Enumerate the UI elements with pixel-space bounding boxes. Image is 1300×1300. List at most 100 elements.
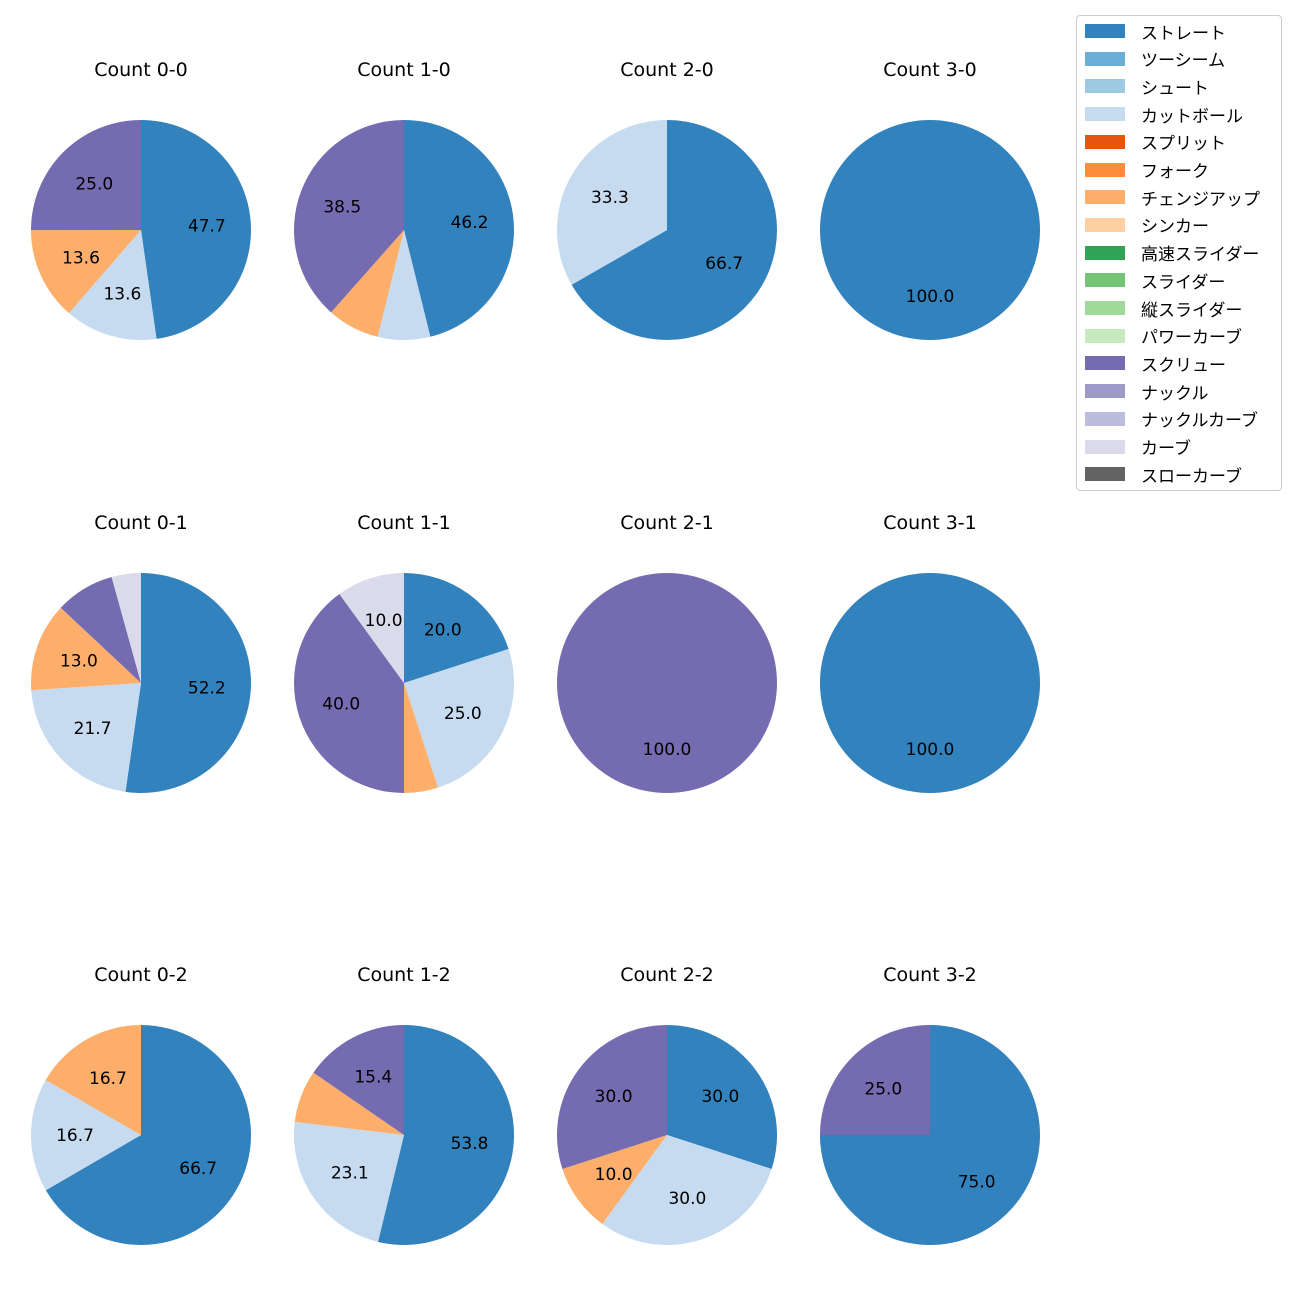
- pie-count-2-0: Count 2-0 66.7 33.3: [556, 59, 777, 340]
- pie-title: Count 0-2: [94, 964, 188, 986]
- legend-label: シンカー: [1141, 217, 1209, 238]
- pie-count-1-0: Count 1-0 46.2 38.5: [294, 59, 514, 340]
- pie-value-label: 75.0: [958, 1173, 996, 1193]
- pie-slice-チェンジアップ: [404, 683, 438, 793]
- legend-item: カットボール: [1085, 103, 1243, 127]
- legend-label: スローカーブ: [1141, 466, 1242, 487]
- pie-slice-スクリュー: [313, 1025, 404, 1135]
- legend-label: ストレート: [1141, 23, 1226, 44]
- pie-slice-スクリュー: [31, 120, 141, 231]
- pie-slice-チェンジアップ: [294, 1072, 404, 1135]
- pie-value-label: 25.0: [864, 1079, 902, 1099]
- pie-title: Count 1-2: [357, 964, 451, 986]
- legend-item: カーブ: [1085, 436, 1191, 459]
- legend-swatch: [1085, 162, 1125, 177]
- pie-value-label: 13.0: [60, 652, 98, 672]
- pie-value-label: 38.5: [323, 198, 361, 218]
- pie-title: Count 1-1: [357, 512, 451, 534]
- pie-title: Count 3-2: [883, 964, 977, 986]
- pie-slice-スクリュー: [293, 594, 404, 793]
- pie-value-label: 33.3: [591, 188, 629, 208]
- legend-swatch: [1085, 301, 1125, 315]
- pie-slice-カットボール: [556, 120, 667, 285]
- pie-value-label: 16.7: [56, 1126, 94, 1146]
- legend-label: スライダー: [1141, 272, 1226, 293]
- pie-slice-カットボール: [377, 230, 431, 340]
- legend-swatch: [1085, 134, 1125, 149]
- pie-title: Count 0-1: [94, 512, 188, 534]
- pie-slice-カットボール: [30, 1080, 141, 1191]
- pie-title: Count 3-0: [883, 59, 977, 81]
- pie-slice-ストレート: [820, 573, 1040, 793]
- pie-slice-チェンジアップ: [331, 230, 404, 337]
- legend-item: 縦スライダー: [1085, 297, 1242, 321]
- pie-slice-カットボール: [602, 1135, 772, 1245]
- legend-swatch: [1085, 356, 1125, 371]
- legend-swatch: [1085, 107, 1125, 122]
- legend-label: シュート: [1141, 78, 1209, 99]
- pie-count-2-1: Count 2-1 100.0: [557, 512, 777, 793]
- legend-item: パワーカーブ: [1085, 325, 1242, 348]
- legend-item: スクリュー: [1085, 352, 1226, 376]
- legend-item: スローカーブ: [1085, 463, 1242, 487]
- pie-value-label: 25.0: [444, 704, 482, 724]
- legend-swatch: [1085, 217, 1125, 232]
- pie-slice-ストレート: [125, 573, 252, 793]
- legend-swatch: [1085, 439, 1125, 454]
- pie-value-label: 47.7: [188, 216, 226, 236]
- pie-value-label: 21.7: [74, 719, 112, 739]
- pie-value-label: 53.8: [451, 1134, 489, 1154]
- legend-swatch: [1085, 24, 1125, 38]
- legend-item: ツーシーム: [1085, 48, 1226, 72]
- pie-slice-スクリュー: [557, 1025, 667, 1169]
- pie-count-1-2: Count 1-2 53.8 23.1 15.4: [294, 964, 515, 1246]
- pie-slice-カットボール: [404, 649, 514, 788]
- pie-value-label: 40.0: [322, 694, 360, 714]
- legend-swatch: [1085, 384, 1125, 399]
- pie-slice-カーブ: [111, 573, 141, 683]
- pie-value-label: 13.6: [62, 248, 100, 268]
- pie-count-3-0: Count 3-0 100.0: [820, 59, 1040, 340]
- legend-label: カーブ: [1141, 439, 1191, 459]
- legend-label: カットボール: [1141, 106, 1243, 127]
- pie-value-label: 100.0: [906, 287, 955, 307]
- pie-count-1-1: Count 1-1 20.0 25.0 40.0 10.0: [293, 512, 514, 793]
- legend-item: チェンジアップ: [1085, 186, 1260, 210]
- pie-value-label: 16.7: [89, 1069, 127, 1089]
- pie-title: Count 2-2: [620, 964, 714, 986]
- pie-slice-ストレート: [571, 120, 777, 340]
- legend-swatch: [1085, 411, 1125, 426]
- pie-slice-ストレート: [45, 1025, 251, 1245]
- pie-value-label: 46.2: [451, 213, 489, 233]
- pie-value-label: 30.0: [701, 1087, 739, 1107]
- pie-count-0-2: Count 0-2 66.7 16.7 16.7: [30, 964, 251, 1245]
- pie-value-label: 100.0: [643, 740, 692, 760]
- legend-swatch: [1085, 51, 1125, 66]
- pie-slice-スクリュー: [820, 1025, 930, 1135]
- legend-item: 高速スライダー: [1085, 242, 1259, 265]
- legend-item: ナックル: [1085, 380, 1209, 404]
- pie-slice-チェンジアップ: [30, 607, 141, 691]
- pie-value-label: 66.7: [179, 1159, 217, 1179]
- legend-label: ツーシーム: [1141, 51, 1226, 72]
- legend-label: スクリュー: [1141, 355, 1226, 376]
- pie-title: Count 1-0: [357, 59, 451, 81]
- pie-title: Count 2-1: [620, 512, 714, 534]
- pie-slice-カットボール: [68, 230, 157, 341]
- pie-slice-チェンジアップ: [31, 230, 141, 314]
- pie-value-label: 20.0: [424, 621, 462, 641]
- pie-value-label: 52.2: [188, 679, 226, 699]
- pie-value-label: 25.0: [75, 174, 113, 194]
- pie-slice-ストレート: [404, 573, 509, 683]
- pie-value-label: 13.6: [103, 284, 141, 304]
- legend-swatch: [1085, 467, 1125, 482]
- pie-title: Count 3-1: [883, 512, 977, 534]
- pie-slice-ストレート: [820, 120, 1040, 340]
- pie-slice-ストレート: [377, 1025, 515, 1246]
- legend-swatch: [1085, 328, 1125, 343]
- pie-count-2-2: Count 2-2 30.0 30.0 10.0 30.0: [557, 964, 777, 1245]
- pie-slice-カットボール: [294, 1121, 404, 1242]
- pie-title: Count 0-0: [94, 59, 188, 81]
- pie-slice-スクリュー: [557, 573, 777, 793]
